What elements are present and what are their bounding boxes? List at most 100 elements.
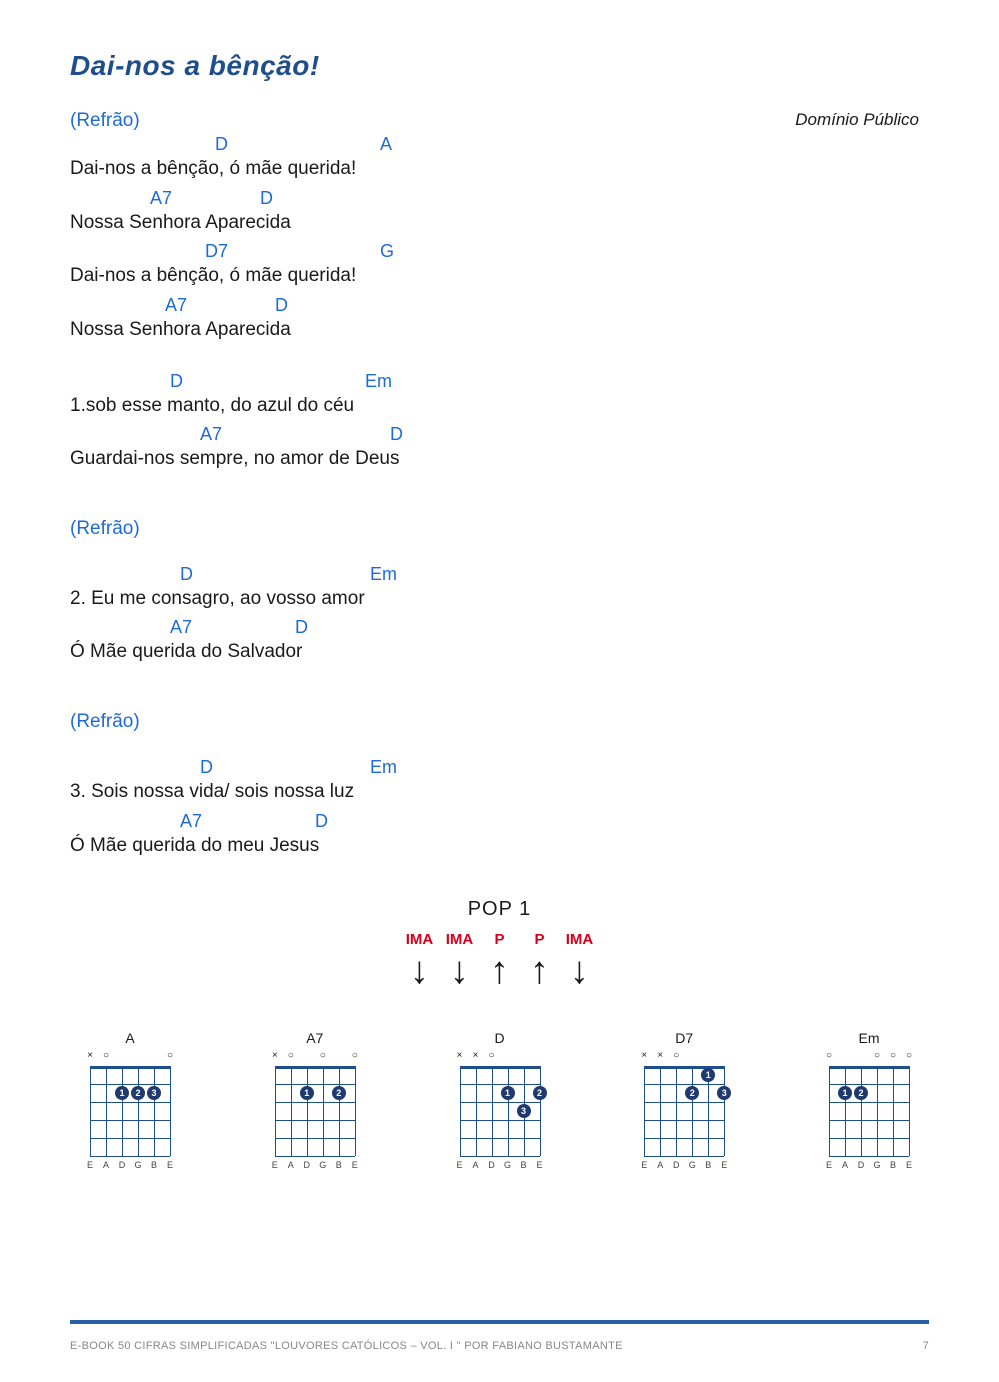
strum-pattern: POP 1 IMAIMAPPIMA ↓↓↑↑↓: [350, 898, 650, 990]
chord-symbol: D7: [205, 241, 228, 262]
string-label: D: [301, 1160, 313, 1170]
string-label: D: [116, 1160, 128, 1170]
chord-diagram: D7××○EADGBE123: [634, 1030, 734, 1170]
strum-title: POP 1: [350, 898, 650, 921]
chord-symbol: A7: [150, 188, 172, 209]
strum-finger-label: IMA: [563, 931, 597, 948]
string-label: D: [670, 1160, 682, 1170]
open-marker: ○: [285, 1050, 297, 1061]
chord-symbol: A7: [165, 295, 187, 316]
chord-diagram: A×○○EADGBE123: [80, 1030, 180, 1170]
open-marker: ○: [823, 1050, 835, 1061]
lyric-line: Dai-nos a bênção, ó mãe querida!: [70, 263, 929, 289]
open-marker: ○: [871, 1050, 883, 1061]
string-label: E: [84, 1160, 96, 1170]
footer-divider: [70, 1320, 929, 1324]
strum-finger-label: IMA: [443, 931, 477, 948]
chord-symbol: A7: [180, 811, 202, 832]
lyric-line: 3. Sois nossa vida/ sois nossa luz: [70, 779, 929, 805]
chord-diagram: Em○○○○EADGBE12: [819, 1030, 919, 1170]
chord-symbol: A7: [170, 617, 192, 638]
arrow-down-icon: ↓: [403, 952, 437, 990]
chord-symbol: Em: [370, 757, 397, 778]
finger-dot: 1: [701, 1068, 715, 1082]
string-label: G: [502, 1160, 514, 1170]
string-label: E: [903, 1160, 915, 1170]
mute-marker: ×: [84, 1050, 96, 1061]
chord-symbol: Em: [370, 564, 397, 585]
chord-row: A7D: [70, 188, 929, 210]
arrow-up-icon: ↑: [483, 952, 517, 990]
open-marker: ○: [349, 1050, 361, 1061]
page-number: 7: [923, 1340, 929, 1352]
arrow-down-icon: ↓: [443, 952, 477, 990]
chord-symbol: A: [380, 134, 392, 155]
open-marker: ○: [887, 1050, 899, 1061]
chord-row: A7D: [70, 295, 929, 317]
finger-dot: 3: [717, 1086, 731, 1100]
string-label: G: [686, 1160, 698, 1170]
chord-symbol: Em: [365, 371, 392, 392]
lyric-line: Ó Mãe querida do Salvador: [70, 639, 929, 665]
strum-finger-label: P: [523, 931, 557, 948]
section-label: (Refrão): [70, 518, 929, 540]
lyric-line: Ó Mãe querida do meu Jesus: [70, 833, 929, 859]
open-marker: ○: [317, 1050, 329, 1061]
section-label: (Refrão): [70, 711, 929, 733]
finger-dot: 2: [685, 1086, 699, 1100]
chord-name: Em: [819, 1030, 919, 1046]
lyric-line: Nossa Senhora Aparecida: [70, 317, 929, 343]
string-label: B: [333, 1160, 345, 1170]
chord-symbol: D: [200, 757, 213, 778]
chord-symbol: D: [215, 134, 228, 155]
finger-dot: 1: [838, 1086, 852, 1100]
footer-text: E-BOOK 50 CIFRAS SIMPLIFICADAS "LOUVORES…: [70, 1340, 623, 1352]
lyrics-container: (Refrão)DADai-nos a bênção, ó mãe querid…: [70, 110, 929, 858]
string-label: E: [454, 1160, 466, 1170]
chord-row: D Em: [70, 757, 929, 779]
lyric-line: 2. Eu me consagro, ao vosso amor: [70, 586, 929, 612]
chord-name: D7: [634, 1030, 734, 1046]
finger-dot: 2: [854, 1086, 868, 1100]
string-label: A: [839, 1160, 851, 1170]
open-marker: ○: [903, 1050, 915, 1061]
chord-row: D7G: [70, 241, 929, 263]
chord-symbol: D: [315, 811, 328, 832]
string-label: E: [164, 1160, 176, 1170]
chord-row: A7 D: [70, 811, 929, 833]
lyric-line: Guardai-nos sempre, no amor de Deus: [70, 446, 929, 472]
string-label: E: [823, 1160, 835, 1170]
finger-dot: 1: [115, 1086, 129, 1100]
string-label: A: [100, 1160, 112, 1170]
string-label: A: [654, 1160, 666, 1170]
song-title: Dai-nos a bênção!: [70, 50, 929, 82]
string-label: B: [518, 1160, 530, 1170]
string-label: E: [534, 1160, 546, 1170]
string-label: D: [855, 1160, 867, 1170]
lyric-line: Dai-nos a bênção, ó mãe querida!: [70, 156, 929, 182]
string-label: B: [702, 1160, 714, 1170]
chord-symbol: A7: [200, 424, 222, 445]
string-label: B: [887, 1160, 899, 1170]
chord-row: DEm: [70, 564, 929, 586]
finger-dot: 2: [332, 1086, 346, 1100]
finger-dot: 3: [147, 1086, 161, 1100]
finger-dot: 1: [300, 1086, 314, 1100]
string-label: D: [486, 1160, 498, 1170]
finger-dot: 1: [501, 1086, 515, 1100]
finger-dot: 3: [517, 1104, 531, 1118]
chord-diagram: D××○EADGBE123: [450, 1030, 550, 1170]
open-marker: ○: [486, 1050, 498, 1061]
mute-marker: ×: [638, 1050, 650, 1061]
string-label: A: [470, 1160, 482, 1170]
chord-diagram: A7×○○○EADGBE12: [265, 1030, 365, 1170]
lyric-line: 1.sob esse manto, do azul do céu: [70, 393, 929, 419]
mute-marker: ×: [269, 1050, 281, 1061]
chord-row: DA: [70, 134, 929, 156]
chord-name: A: [80, 1030, 180, 1046]
open-marker: ○: [164, 1050, 176, 1061]
string-label: G: [871, 1160, 883, 1170]
string-label: A: [285, 1160, 297, 1170]
chord-row: A7D: [70, 424, 929, 446]
chord-name: D: [450, 1030, 550, 1046]
